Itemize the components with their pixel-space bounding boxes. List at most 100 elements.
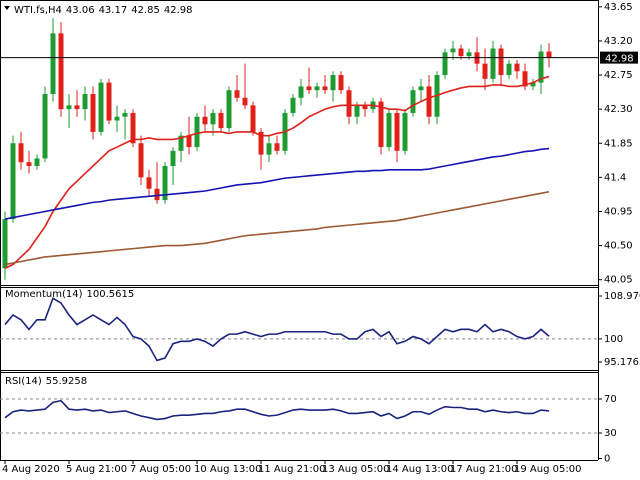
candle-body (250, 105, 256, 132)
candle-body (514, 63, 520, 72)
candle-body (90, 93, 96, 132)
candle-body (106, 82, 112, 121)
indicator-line (4, 75, 550, 270)
candle-body (274, 143, 280, 151)
candle-body (338, 75, 344, 91)
panel-title: RSI(14) (5, 376, 42, 387)
indicator-line (4, 190, 550, 266)
candle-body (266, 143, 272, 155)
candle-body (394, 112, 400, 151)
candle-body (194, 116, 200, 148)
y-tick-label: 43.20 (604, 36, 633, 47)
x-tick-label: 5 Aug 21:00 (66, 464, 127, 475)
panel-value: 100.5615 (87, 289, 135, 300)
candle-body (50, 33, 56, 94)
chart-header: WTI.fs,H4 43.06 43.17 42.85 42.98 (14, 5, 192, 16)
candle-body (226, 90, 232, 129)
candle-body (114, 116, 120, 121)
candle-body (186, 135, 192, 148)
indicator-line (4, 297, 550, 362)
candle-body (178, 135, 184, 151)
candle-body (146, 177, 152, 189)
price-box (600, 51, 638, 64)
panel-value: 55.9258 (46, 376, 87, 387)
candle-body (546, 51, 552, 58)
candle-body (298, 86, 304, 98)
y-tick-label: 40.05 (604, 275, 633, 286)
candle-body (362, 105, 368, 110)
header-value: 43.06 (66, 5, 95, 16)
candle-body (234, 90, 240, 98)
x-tick-label: 4 Aug 2020 (2, 464, 60, 475)
candle-body (10, 143, 16, 220)
y-tick-label: 42.75 (604, 70, 633, 81)
candle-body (378, 101, 384, 148)
candle-body (410, 90, 416, 113)
panel-header: Momentum(14) 100.5615 (5, 289, 134, 300)
candle-body (154, 188, 160, 201)
x-tick-label: 14 Aug 13:00 (386, 464, 453, 475)
candle-body (314, 86, 320, 91)
x-tick-label: 11 Aug 21:00 (258, 464, 325, 475)
candle-body (402, 112, 408, 151)
candle-body (290, 97, 296, 113)
y-tick-label: 43.65 (604, 2, 633, 13)
x-tick-label: 7 Aug 05:00 (130, 464, 191, 475)
candle-body (442, 52, 448, 76)
candle-body (58, 33, 64, 110)
candle-body (138, 143, 144, 178)
candle-body (2, 219, 8, 269)
y-tick-label: 100 (604, 334, 623, 345)
candle-body (18, 143, 24, 163)
candle-body (538, 51, 544, 83)
candle-body (66, 105, 72, 110)
chart-title: WTI.fs,H4 (14, 5, 62, 16)
candle-body (202, 116, 208, 125)
candle-body (354, 105, 360, 117)
header-value: 42.85 (131, 5, 160, 16)
candle-body (218, 112, 224, 129)
candle-body (522, 71, 528, 87)
y-tick-label: 108.9707 (604, 291, 640, 302)
candle-body (490, 48, 496, 79)
candle-body (450, 48, 456, 53)
y-tick-label: 42.30 (604, 104, 633, 115)
price-label: 42.98 (605, 54, 634, 65)
candle-body (26, 162, 32, 166)
panel-header: RSI(14) 55.9258 (5, 376, 87, 387)
candle-body (34, 158, 40, 166)
x-tick-label: 17 Aug 21:00 (450, 464, 517, 475)
y-tick-label: 30 (604, 428, 617, 439)
candle-body (306, 86, 312, 91)
candle-body (242, 97, 248, 106)
candle-body (426, 86, 432, 117)
header-value: 43.17 (99, 5, 128, 16)
y-tick-label: 41.4 (604, 172, 626, 183)
header-value: 42.98 (164, 5, 193, 16)
candle-body (506, 63, 512, 76)
x-tick-label: 13 Aug 05:00 (322, 464, 389, 475)
candle-body (210, 112, 216, 125)
x-tick-label: 10 Aug 13:00 (194, 464, 261, 475)
candle-body (386, 112, 392, 148)
menu-arrow (4, 6, 10, 10)
candle-body (82, 93, 88, 110)
candle-body (530, 82, 536, 87)
candle-body (74, 105, 80, 110)
candle-body (98, 82, 104, 132)
candle-body (458, 48, 464, 57)
y-tick-label: 41.85 (604, 138, 633, 149)
candle-body (482, 63, 488, 79)
candle-body (346, 90, 352, 117)
y-tick-label: 70 (604, 394, 617, 405)
y-tick-label: 0 (604, 454, 610, 465)
indicator-line (4, 147, 550, 220)
y-tick-label: 95.1765 (604, 357, 640, 368)
candle-body (42, 93, 48, 159)
x-tick-label: 19 Aug 05:00 (514, 464, 581, 475)
candle-body (322, 86, 328, 91)
panel-title: Momentum(14) (5, 289, 83, 300)
y-tick-label: 40.95 (604, 206, 633, 217)
indicator-line (4, 399, 550, 421)
